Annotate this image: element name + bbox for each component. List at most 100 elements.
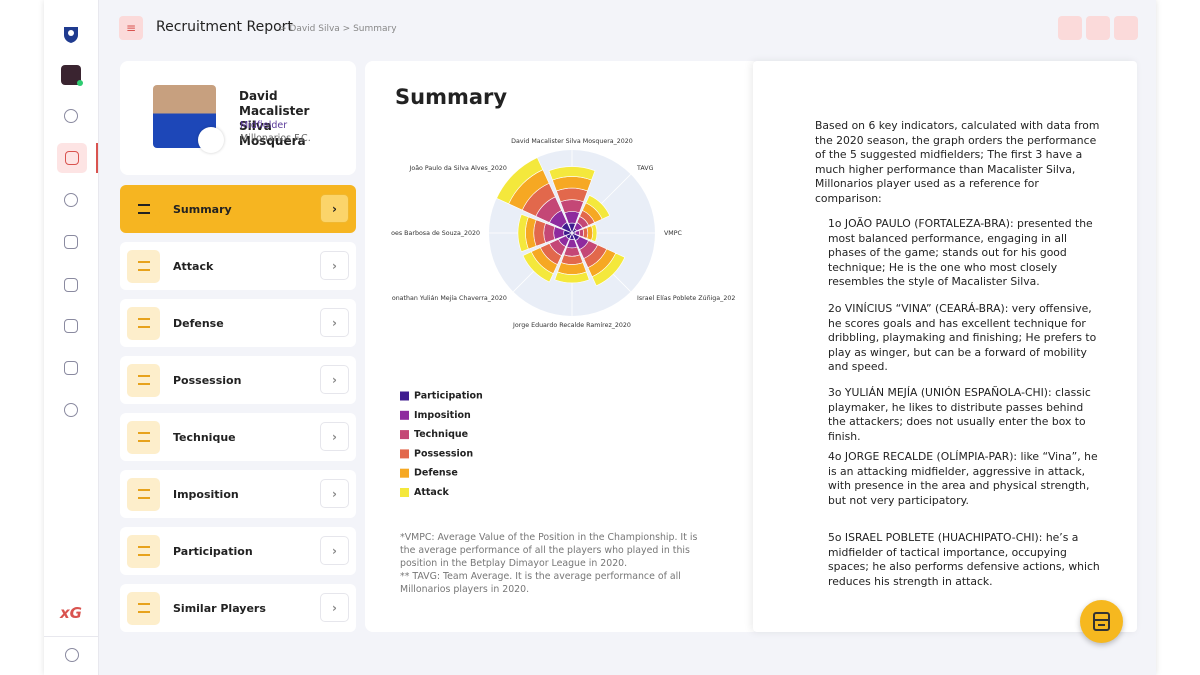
- nav-icon[interactable]: [64, 278, 78, 292]
- icon-glyph: [137, 261, 150, 271]
- menu-icon: [127, 192, 160, 226]
- club-badge: [198, 127, 224, 153]
- wedge: [557, 262, 587, 275]
- icon-glyph: [137, 375, 150, 385]
- legend-swatch: [400, 468, 409, 478]
- menu-icon: [127, 306, 160, 340]
- header-button[interactable]: [1086, 16, 1110, 40]
- category-label: onathan Yulián Mejía Chaverra_2020: [392, 294, 507, 302]
- menu-arrow[interactable]: ›: [320, 536, 349, 565]
- legend-swatch: [400, 449, 409, 459]
- breadcrumb[interactable]: > David Silva > Summary: [279, 24, 397, 34]
- category-label: Jorge Eduardo Recalde Ramírez_2020: [512, 321, 631, 329]
- icon-glyph: [137, 546, 150, 556]
- nav-icon[interactable]: [64, 403, 78, 417]
- report-item: 2o VINÍCIUS “VINA” (CEARÁ-BRA): very off…: [828, 302, 1097, 374]
- wedge: [591, 223, 598, 243]
- nav-icon[interactable]: [64, 361, 78, 375]
- menu-item[interactable]: Summary ›: [120, 185, 356, 233]
- summary-panel: Summary David Macalister Silva Mosquera_…: [365, 61, 760, 632]
- player-position: Midfielder: [240, 120, 288, 131]
- menu-item[interactable]: Similar Players ›: [120, 584, 356, 632]
- report-panel: Based on 6 key indicators, calculated wi…: [753, 61, 1137, 632]
- menu-item[interactable]: Technique ›: [120, 413, 356, 461]
- nav-icon[interactable]: [65, 151, 79, 165]
- brand-logo: xG: [60, 604, 82, 622]
- menu-item[interactable]: Imposition ›: [120, 470, 356, 518]
- nav-icon[interactable]: [64, 109, 78, 123]
- user-avatar[interactable]: [61, 65, 81, 85]
- menu-arrow[interactable]: ›: [320, 194, 349, 223]
- wedge: [560, 199, 584, 214]
- legend-label: Attack: [414, 487, 449, 498]
- polar-chart: David Macalister Silva Mosquera_2020 TAVG…: [391, 138, 735, 498]
- club-logo: [64, 27, 78, 43]
- legend-swatch: [400, 391, 409, 401]
- nav-icon[interactable]: [64, 235, 78, 249]
- report-item: 1o JOÃO PAULO (FORTALEZA-BRA): presented…: [828, 217, 1093, 289]
- category-label: oes Barbosa de Souza_2020: [391, 230, 480, 237]
- menu-label: Possession: [173, 373, 242, 387]
- icon-glyph: [137, 432, 150, 442]
- legend-swatch: [400, 410, 409, 420]
- sidebar: xG: [44, 0, 99, 675]
- category-label: João Paulo da Silva Alves_2020: [408, 165, 506, 172]
- nav-active-bar: [96, 143, 98, 173]
- menu-arrow[interactable]: ›: [320, 422, 349, 451]
- page-title: Recruitment Report: [156, 19, 293, 35]
- print-button[interactable]: [1080, 600, 1123, 643]
- header-button[interactable]: [1114, 16, 1138, 40]
- menu-arrow[interactable]: ›: [320, 365, 349, 394]
- icon-glyph: [137, 204, 150, 214]
- icon-glyph: [137, 489, 150, 499]
- wedge: [554, 271, 590, 284]
- menu-arrow[interactable]: ›: [320, 479, 349, 508]
- player-club: Millonarios F.C.: [240, 133, 311, 144]
- menu-label: Attack: [173, 259, 214, 273]
- menu-item[interactable]: Attack ›: [120, 242, 356, 290]
- category-label: Israel Elías Poblete Zúñiga_202: [637, 294, 735, 302]
- wedge: [578, 228, 584, 238]
- menu-item[interactable]: Defense ›: [120, 299, 356, 347]
- menu-arrow[interactable]: ›: [320, 308, 349, 337]
- nav-icon[interactable]: [64, 193, 78, 207]
- icon-glyph: [137, 603, 150, 613]
- wedge: [556, 187, 588, 203]
- logout-icon[interactable]: [65, 648, 79, 662]
- wedge: [496, 157, 544, 205]
- menu-arrow[interactable]: ›: [320, 593, 349, 622]
- menu-label: Participation: [173, 544, 253, 558]
- player-name: David Macalister Silva Mosquera: [239, 89, 310, 148]
- icon-glyph: [137, 318, 150, 328]
- print-icon: [1093, 612, 1110, 631]
- menu-icon: [127, 534, 160, 568]
- legend-label: Possession: [414, 448, 473, 459]
- wedge: [517, 213, 529, 253]
- legend-label: Participation: [414, 391, 483, 402]
- summary-title: Summary: [395, 85, 508, 109]
- menu-label: Technique: [173, 430, 236, 444]
- legend-label: Imposition: [414, 410, 471, 421]
- nav-icon[interactable]: [64, 319, 78, 333]
- menu-label: Defense: [173, 316, 224, 330]
- wedge: [563, 246, 581, 257]
- wedge: [543, 222, 556, 244]
- legend-label: Technique: [414, 429, 468, 440]
- status-dot: [77, 80, 83, 86]
- menu-icon: [127, 420, 160, 454]
- header-button[interactable]: [1058, 16, 1082, 40]
- report-item: 4o JORGE RECALDE (OLÍMPIA-PAR): like “Vi…: [828, 450, 1098, 507]
- wedge: [591, 252, 626, 287]
- nav-active-bg[interactable]: [57, 143, 87, 173]
- wedge: [522, 251, 554, 283]
- menu-item[interactable]: Possession ›: [120, 356, 356, 404]
- menu-icon: [127, 249, 160, 283]
- menu-icon: [127, 363, 160, 397]
- legend-swatch: [400, 488, 409, 497]
- profile-card: David Macalister Silva Mosquera Midfield…: [120, 61, 356, 175]
- menu-toggle[interactable]: ≡: [119, 16, 143, 40]
- menu-item[interactable]: Participation ›: [120, 527, 356, 575]
- wedge: [585, 194, 611, 220]
- divider: [44, 636, 98, 637]
- menu-arrow[interactable]: ›: [320, 251, 349, 280]
